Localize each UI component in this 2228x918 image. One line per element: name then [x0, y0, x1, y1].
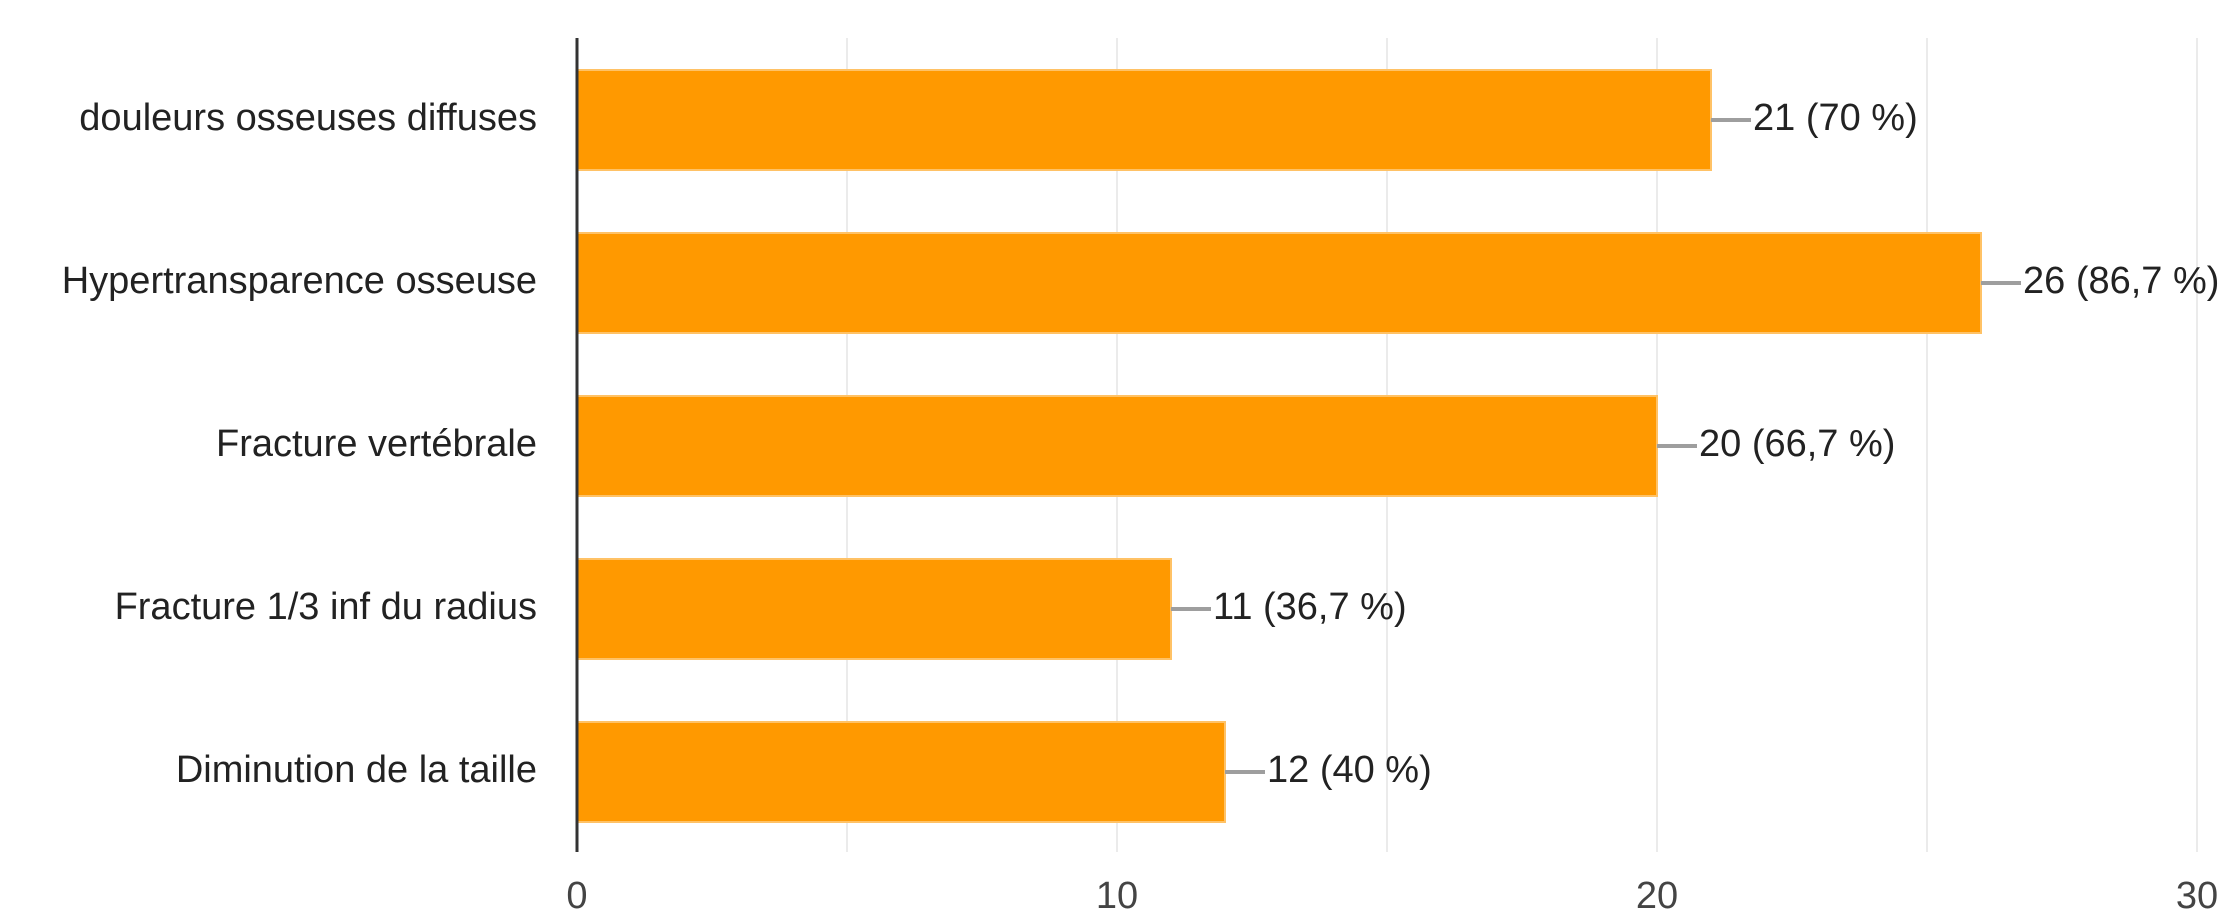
x-tick-label: 10 [1096, 875, 1138, 917]
axis-layer: 0 10 20 30 [566, 38, 2218, 917]
category-label: Fracture vertébrale [216, 423, 537, 465]
category-label: Hypertransparence osseuse [62, 260, 537, 302]
x-tick-label: 0 [566, 875, 587, 917]
category-label: Diminution de la taille [176, 749, 537, 791]
x-tick-label: 20 [1636, 875, 1678, 917]
label-layer: 21 (70 %) douleurs osseuses diffuses 26 (8… [62, 97, 2220, 791]
bar [576, 232, 1982, 334]
bar [576, 721, 1226, 823]
x-tick-label: 30 [2176, 875, 2218, 917]
category-label: Fracture 1/3 inf du radius [115, 586, 537, 628]
value-label: 12 (40 %) [1267, 749, 1432, 791]
bar [576, 395, 1658, 497]
bar [576, 558, 1172, 660]
value-label: 26 (86,7 %) [2023, 260, 2219, 302]
bar-layer [576, 69, 1982, 823]
value-label: 20 (66,7 %) [1699, 423, 1895, 465]
category-label: douleurs osseuses diffuses [79, 97, 537, 139]
bar [576, 69, 1712, 171]
value-label: 21 (70 %) [1753, 97, 1918, 139]
value-label: 11 (36,7 %) [1213, 586, 1407, 628]
